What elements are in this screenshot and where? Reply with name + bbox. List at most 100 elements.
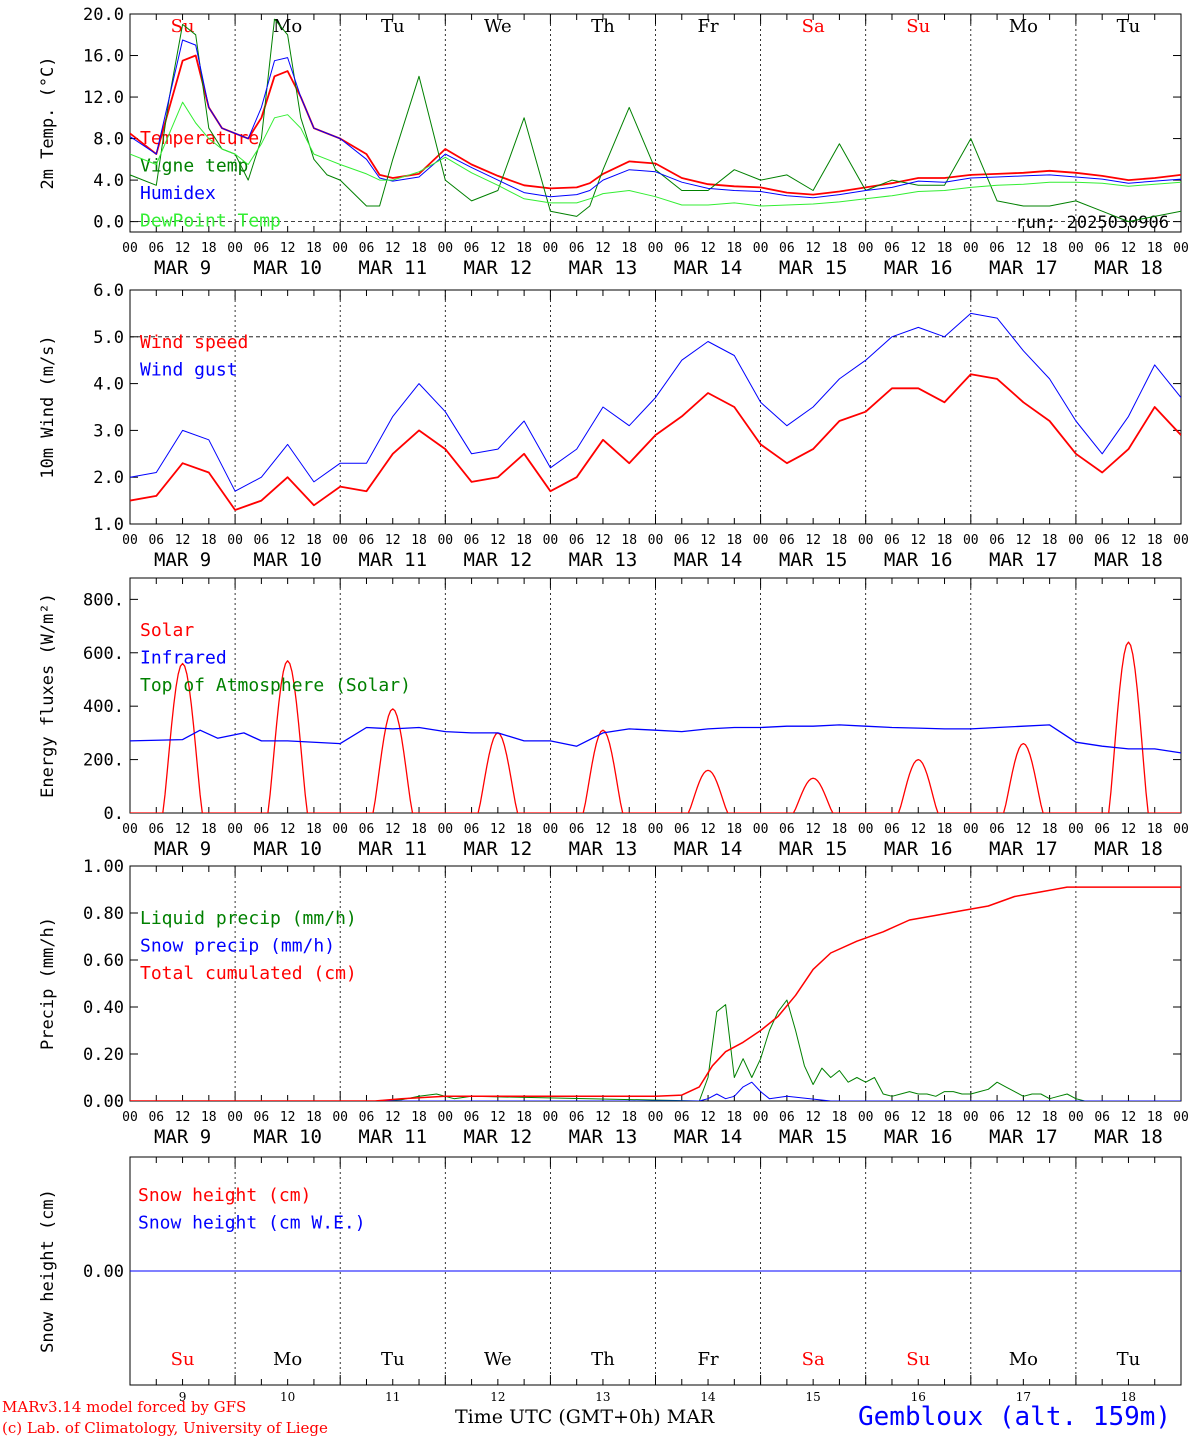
x-hour-label: 12 [595,533,611,548]
x-hour-label: 12 [385,533,401,548]
y-tick-label: 0. [104,804,124,824]
x-date-label: MAR 12 [464,549,533,571]
x-hour-label: 06 [464,1110,480,1125]
x-date-label: MAR 13 [569,838,638,860]
x-date-label: MAR 13 [569,1126,638,1148]
x-hour-label: 18 [306,1110,322,1125]
x-hour-label: 06 [1094,533,1110,548]
x-hour-label: 06 [989,1110,1005,1125]
y-axis-label: Energy fluxes (W/m²) [38,593,58,798]
x-date-label: MAR 9 [154,549,211,571]
x-hour-label: 06 [254,533,270,548]
x-hour-label: 12 [385,241,401,256]
x-hour-label: 06 [359,533,375,548]
x-hour-label: 00 [648,1110,664,1125]
x-hour-label: 18 [516,533,532,548]
x-hour-label: 00 [122,241,138,256]
y-tick-label: 0.00 [83,1092,124,1112]
x-hour-label: 00 [122,1110,138,1125]
series-wind-speed [130,373,1181,511]
x-date-label: MAR 13 [569,549,638,571]
x-date-label: MAR 18 [1094,1126,1163,1148]
y-axis-label: Snow height (cm) [38,1189,58,1353]
x-hour-label: 18 [411,822,427,837]
x-hour-label: 18 [621,533,637,548]
legend-entry: Snow height (cm) [138,1185,311,1206]
x-date-number: 16 [911,1390,926,1404]
x-date-number: 18 [1121,1390,1136,1404]
x-date-label: MAR 15 [779,1126,848,1148]
y-tick-label: 400. [83,697,124,717]
x-hour-label: 18 [201,241,217,256]
x-hour-label: 00 [227,822,243,837]
x-hour-label: 18 [516,241,532,256]
series-liquid-precip-mm-h- [130,999,1181,1101]
x-hour-label: 18 [201,822,217,837]
x-hour-label: 18 [201,1110,217,1125]
x-hour-label: 12 [490,241,506,256]
x-hour-label: 00 [1068,533,1084,548]
series-humidex [130,39,1181,199]
x-hour-label: 06 [779,533,795,548]
x-date-label: MAR 13 [569,257,638,279]
x-hour-label: 12 [280,1110,296,1125]
weekday-label: Mo [273,1349,302,1370]
x-hour-label: 06 [884,241,900,256]
x-hour-label: 12 [700,1110,716,1125]
x-hour-label: 00 [858,241,874,256]
x-hour-label: 06 [254,241,270,256]
x-hour-label: 00 [648,533,664,548]
x-hour-label: 18 [201,533,217,548]
x-hour-label: 18 [1042,241,1058,256]
x-hour-label: 18 [832,1110,848,1125]
x-date-label: MAR 16 [884,549,953,571]
x-date-number: 15 [806,1390,821,1404]
x-date-label: MAR 15 [779,257,848,279]
x-hour-label: 00 [1173,533,1189,548]
x-hour-label: 06 [569,822,585,837]
x-hour-label: 18 [411,1110,427,1125]
x-hour-label: 00 [1068,1110,1084,1125]
legend-entry: Top of Atmosphere (Solar) [140,675,411,696]
x-hour-label: 06 [569,533,585,548]
x-hour-label: 06 [884,822,900,837]
y-axis-label: Precip (mm/h) [38,917,58,1050]
x-hour-label: 18 [1042,1110,1058,1125]
x-hour-label: 12 [595,822,611,837]
x-hour-label: 06 [1094,241,1110,256]
y-tick-label: 12.0 [83,88,124,108]
weekday-label: Fr [698,16,719,37]
x-axis-label-text: Time UTC (GMT+0h) [455,1406,661,1428]
x-hour-label: 12 [1121,822,1137,837]
x-date-label: MAR 16 [884,1126,953,1148]
x-hour-label: 06 [884,1110,900,1125]
y-tick-label: 5.0 [93,328,124,348]
x-hour-label: 00 [963,1110,979,1125]
x-date-label: MAR 10 [253,549,322,571]
x-date-number: 13 [595,1390,610,1404]
x-date-label: MAR 12 [464,257,533,279]
x-axis-month: MAR [666,1406,715,1428]
x-hour-label: 00 [1173,822,1189,837]
x-hour-label: 06 [464,533,480,548]
weekday-label: Su [906,16,930,37]
weekday-label: Th [591,1349,615,1370]
x-hour-label: 12 [280,822,296,837]
weekday-label: Sa [802,16,825,37]
x-date-number: 17 [1016,1390,1031,1404]
y-tick-label: 0.40 [83,998,124,1018]
x-hour-label: 00 [543,533,559,548]
legend-entry: Total cumulated (cm) [140,963,357,984]
x-date-label: MAR 17 [989,549,1058,571]
x-hour-label: 18 [726,822,742,837]
x-hour-label: 00 [648,822,664,837]
x-hour-label: 06 [464,241,480,256]
y-tick-label: 8.0 [93,130,124,150]
x-hour-label: 12 [805,1110,821,1125]
series-temperature [130,54,1181,196]
weekday-label: Mo [1009,16,1038,37]
x-hour-label: 06 [1094,822,1110,837]
legend-entry: Vigne temp [140,156,248,177]
x-hour-label: 12 [1016,241,1032,256]
series-snow-precip-mm-h- [130,1081,1181,1101]
